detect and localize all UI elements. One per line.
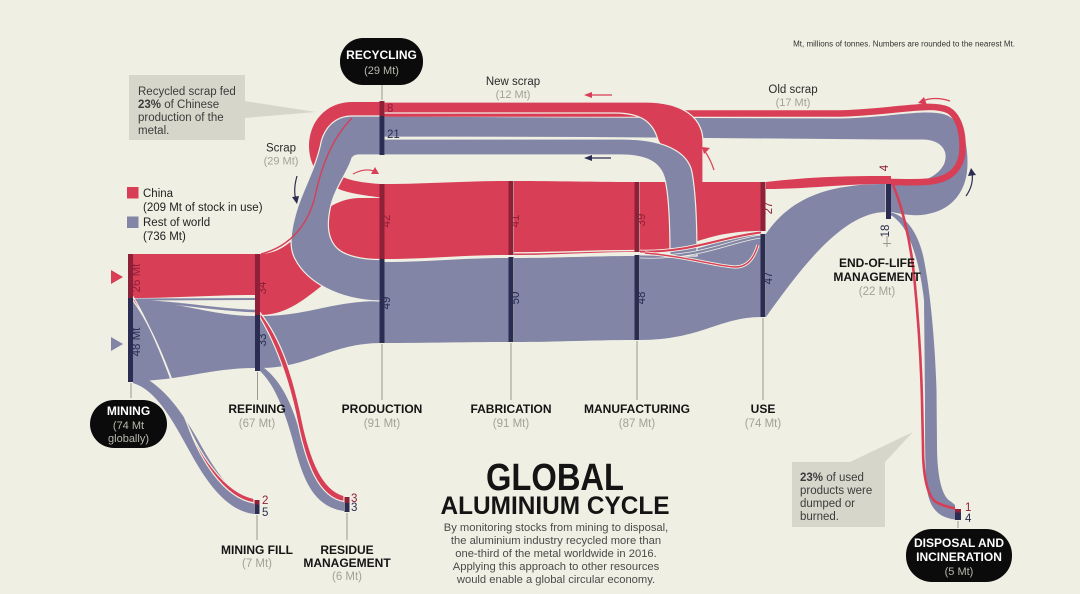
svg-text:ALUMINIUM CYCLE: ALUMINIUM CYCLE [441,492,670,520]
svg-text:(29 Mt): (29 Mt) [264,156,299,168]
svg-text:(17 Mt): (17 Mt) [776,97,811,109]
svg-text:Recycled scrap fed: Recycled scrap fed [138,86,236,98]
svg-text:2: 2 [262,495,268,507]
svg-text:(6 Mt): (6 Mt) [332,571,362,583]
svg-text:Applying this approach to othe: Applying this approach to other resource… [453,561,660,573]
svg-text:(87 Mt): (87 Mt) [619,418,656,430]
svg-text:production of the: production of the [138,112,224,124]
svg-text:MANAGEMENT: MANAGEMENT [303,556,391,570]
svg-text:4: 4 [965,513,972,525]
svg-text:MANUFACTURING: MANUFACTURING [584,402,690,416]
svg-text:globally): globally) [108,433,149,445]
svg-text:INCINERATION: INCINERATION [916,550,1002,564]
svg-text:48: 48 [636,292,648,305]
svg-text:33: 33 [257,334,269,347]
svg-text:Mt, millions of tonnes. Number: Mt, millions of tonnes. Numbers are roun… [793,40,1015,49]
svg-text:47: 47 [763,272,775,285]
svg-text:one-third of the metal worldwi: one-third of the metal worldwide in 2016… [455,548,657,560]
svg-text:products were: products were [800,485,872,497]
svg-text:50: 50 [510,292,522,305]
svg-text:MINING FILL: MINING FILL [221,543,293,557]
svg-text:23% of used: 23% of used [800,472,864,484]
svg-text:(29 Mt): (29 Mt) [364,65,399,77]
svg-text:49: 49 [381,297,393,310]
svg-text:dumped or: dumped or [800,498,855,510]
svg-text:REFINING: REFINING [228,402,285,416]
svg-text:3: 3 [351,502,357,514]
svg-text:(5 Mt): (5 Mt) [945,566,974,578]
svg-text:(736 Mt): (736 Mt) [143,231,186,243]
svg-text:(74 Mt): (74 Mt) [745,418,782,430]
svg-text:1: 1 [965,502,971,514]
svg-text:26 Mt: 26 Mt [131,263,143,293]
svg-text:the aluminium industry recycle: the aluminium industry recycled more tha… [451,535,661,547]
svg-text:PRODUCTION: PRODUCTION [342,402,423,416]
svg-text:Scrap: Scrap [266,143,296,155]
svg-text:(12 Mt): (12 Mt) [496,89,531,101]
svg-text:FABRICATION: FABRICATION [470,402,551,416]
svg-text:metal.: metal. [138,125,169,137]
svg-text:USE: USE [751,402,776,416]
svg-text:New scrap: New scrap [486,76,540,88]
svg-text:DISPOSAL AND: DISPOSAL AND [914,536,1004,550]
svg-text:RESIDUE: RESIDUE [320,543,373,557]
svg-text:18: 18 [880,225,892,238]
svg-text:China: China [143,188,174,200]
svg-text:4: 4 [879,164,891,171]
svg-text:8: 8 [387,103,393,115]
svg-text:By monitoring stocks from mini: By monitoring stocks from mining to disp… [444,522,668,534]
svg-text:RECYCLING: RECYCLING [346,48,417,62]
svg-text:MANAGEMENT: MANAGEMENT [833,270,921,284]
svg-text:23% of Chinese: 23% of Chinese [138,99,219,111]
svg-text:(67 Mt): (67 Mt) [239,418,276,430]
svg-text:END-OF-LIFE: END-OF-LIFE [839,256,915,270]
svg-text:(209 Mt of stock in use): (209 Mt of stock in use) [143,202,263,214]
svg-text:Rest of world: Rest of world [143,217,210,229]
svg-text:42: 42 [381,215,393,228]
svg-text:burned.: burned. [800,511,839,523]
svg-text:5: 5 [262,507,268,519]
svg-text:(91 Mt): (91 Mt) [364,418,401,430]
svg-text:(74 Mt: (74 Mt [113,420,144,432]
svg-text:3: 3 [351,493,357,505]
svg-text:41: 41 [510,215,522,228]
svg-text:34: 34 [257,281,269,294]
svg-text:GLOBAL: GLOBAL [486,457,624,499]
svg-text:would enable a global circular: would enable a global circular economy. [456,574,655,586]
svg-text:21: 21 [387,129,400,141]
svg-text:48 Mt: 48 Mt [131,327,143,357]
svg-text:27: 27 [763,202,775,215]
svg-text:(7 Mt): (7 Mt) [242,558,272,570]
svg-text:(22 Mt): (22 Mt) [859,286,896,298]
svg-text:(91 Mt): (91 Mt) [493,418,530,430]
svg-text:MINING: MINING [107,404,150,418]
svg-text:Old scrap: Old scrap [768,84,817,96]
svg-text:39: 39 [636,214,648,227]
